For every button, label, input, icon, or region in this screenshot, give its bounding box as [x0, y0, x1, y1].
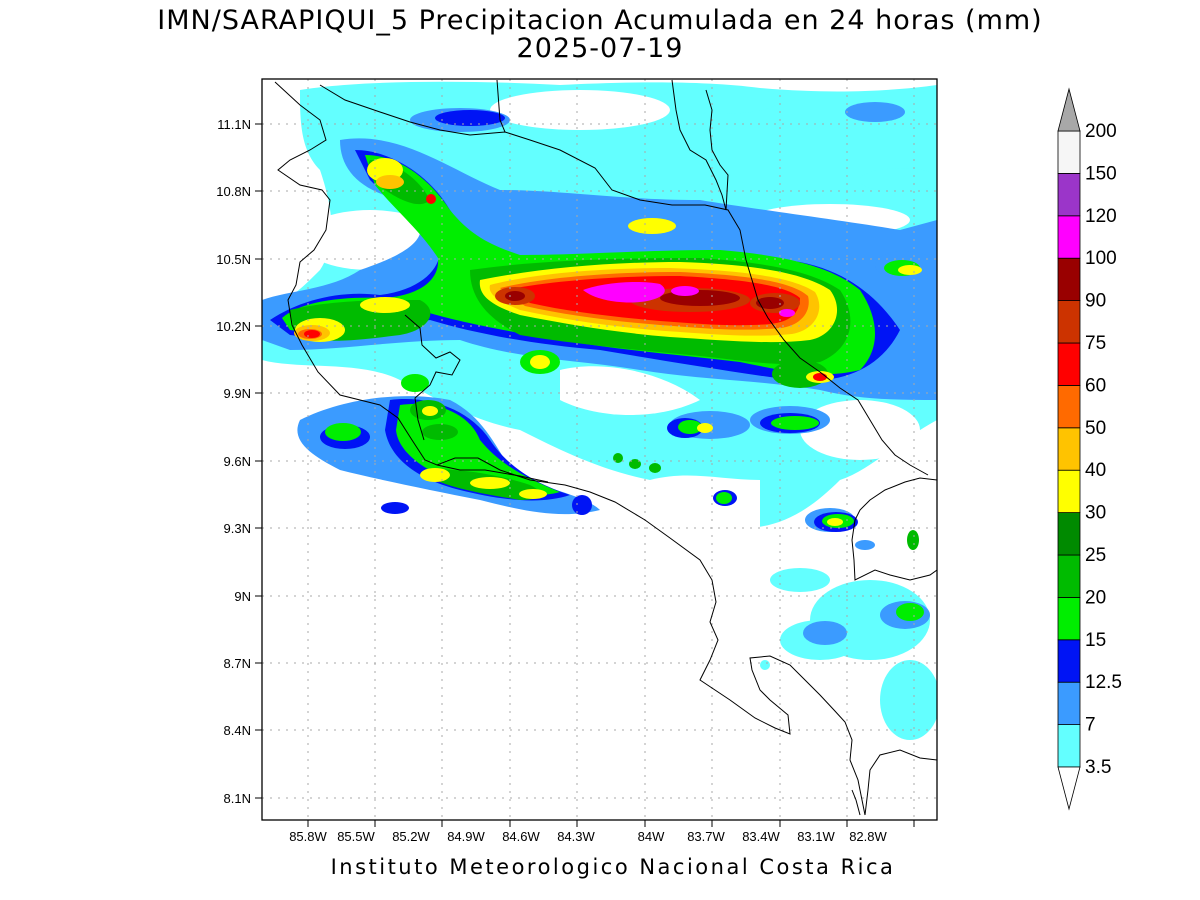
colorbar-label: 75 — [1085, 333, 1106, 354]
lat-label: 10.2N — [216, 319, 251, 334]
lon-label: 85.2W — [392, 829, 430, 844]
colorbar-band — [1057, 512, 1081, 556]
plot-frame — [261, 78, 938, 821]
colorbar-label: 20 — [1085, 587, 1106, 608]
colorbar-label: 50 — [1085, 418, 1106, 439]
lat-label: 11.1N — [217, 117, 251, 132]
colorbar-band — [1057, 469, 1081, 514]
tick-marks — [255, 123, 915, 827]
colorbar-top-arrow — [1057, 87, 1081, 132]
lat-label: 9.3N — [224, 521, 251, 536]
colorbar-label: 30 — [1085, 503, 1106, 524]
colorbar-bottom-arrow — [1057, 766, 1081, 811]
lon-label: 83.1W — [797, 829, 835, 844]
precipitation-field — [262, 81, 937, 820]
colorbar-band — [1057, 724, 1081, 768]
lon-label: 84.3W — [557, 829, 595, 844]
lat-labels: 11.1N 10.8N 10.5N 10.2N 9.9N 9.6N 9.3N 9… — [216, 117, 251, 806]
colorbar-label: 12.5 — [1085, 672, 1122, 693]
colorbar-band — [1057, 342, 1081, 386]
map-title: IMN/SARAPIQUI_5 Precipitacion Acumulada … — [157, 5, 1043, 36]
colorbar-band — [1057, 257, 1081, 302]
colorbar-label: 40 — [1085, 460, 1106, 481]
lat-label: 9.9N — [224, 386, 251, 401]
lon-label: 84.9W — [447, 829, 485, 844]
colorbar-label: 15 — [1085, 630, 1106, 651]
colorbar-legend: 3.5 7 12.5 15 20 25 30 40 50 60 75 90 100 120 150 200 — [1057, 87, 1122, 811]
lon-label: 82.8W — [849, 829, 887, 844]
lon-label: 83.4W — [742, 829, 780, 844]
lat-label: 9.6N — [224, 454, 251, 469]
colorbar-label: 60 — [1085, 375, 1106, 396]
colorbar-band — [1057, 427, 1081, 471]
colorbar-label: 150 — [1085, 163, 1117, 184]
lat-label: 8.4N — [224, 723, 251, 738]
lat-label: 8.1N — [224, 791, 251, 806]
lon-label: 83.7W — [687, 829, 725, 844]
lat-label: 10.5N — [216, 252, 251, 267]
colorbar-band — [1057, 384, 1081, 429]
lon-label: 85.5W — [337, 829, 375, 844]
lat-label: 8.7N — [224, 656, 251, 671]
colorbar-label: 200 — [1085, 121, 1117, 142]
lon-label: 85.8W — [289, 829, 327, 844]
lon-labels: 85.8W 85.5W 85.2W 84.9W 84.6W 84.3W 84W … — [289, 829, 887, 844]
colorbar-band — [1057, 172, 1081, 217]
colorbar-label: 25 — [1085, 545, 1106, 566]
lon-label: 84.6W — [502, 829, 540, 844]
colorbar-band — [1057, 554, 1081, 598]
colorbar-band — [1057, 300, 1081, 344]
colorbar-label: 7 — [1085, 715, 1096, 736]
lat-lon-grid — [262, 79, 937, 820]
colorbar-label: 120 — [1085, 206, 1117, 227]
colorbar-band — [1057, 215, 1081, 259]
map-date: 2025-07-19 — [516, 33, 684, 64]
colorbar-label: 3.5 — [1085, 757, 1111, 778]
coastlines — [274, 79, 937, 816]
footer-credit: Instituto Meteorologico Nacional Costa R… — [330, 855, 896, 879]
precip-120-layer — [583, 282, 795, 317]
colorbar-band — [1057, 597, 1081, 641]
colorbar-label: 100 — [1085, 248, 1117, 269]
colorbar-label: 90 — [1085, 291, 1106, 312]
colorbar-band — [1057, 130, 1081, 174]
colorbar-band — [1057, 681, 1081, 726]
lat-label: 10.8N — [216, 184, 251, 199]
lat-label: 9N — [234, 589, 251, 604]
lon-label: 84W — [638, 829, 665, 844]
colorbar-band — [1057, 639, 1081, 683]
